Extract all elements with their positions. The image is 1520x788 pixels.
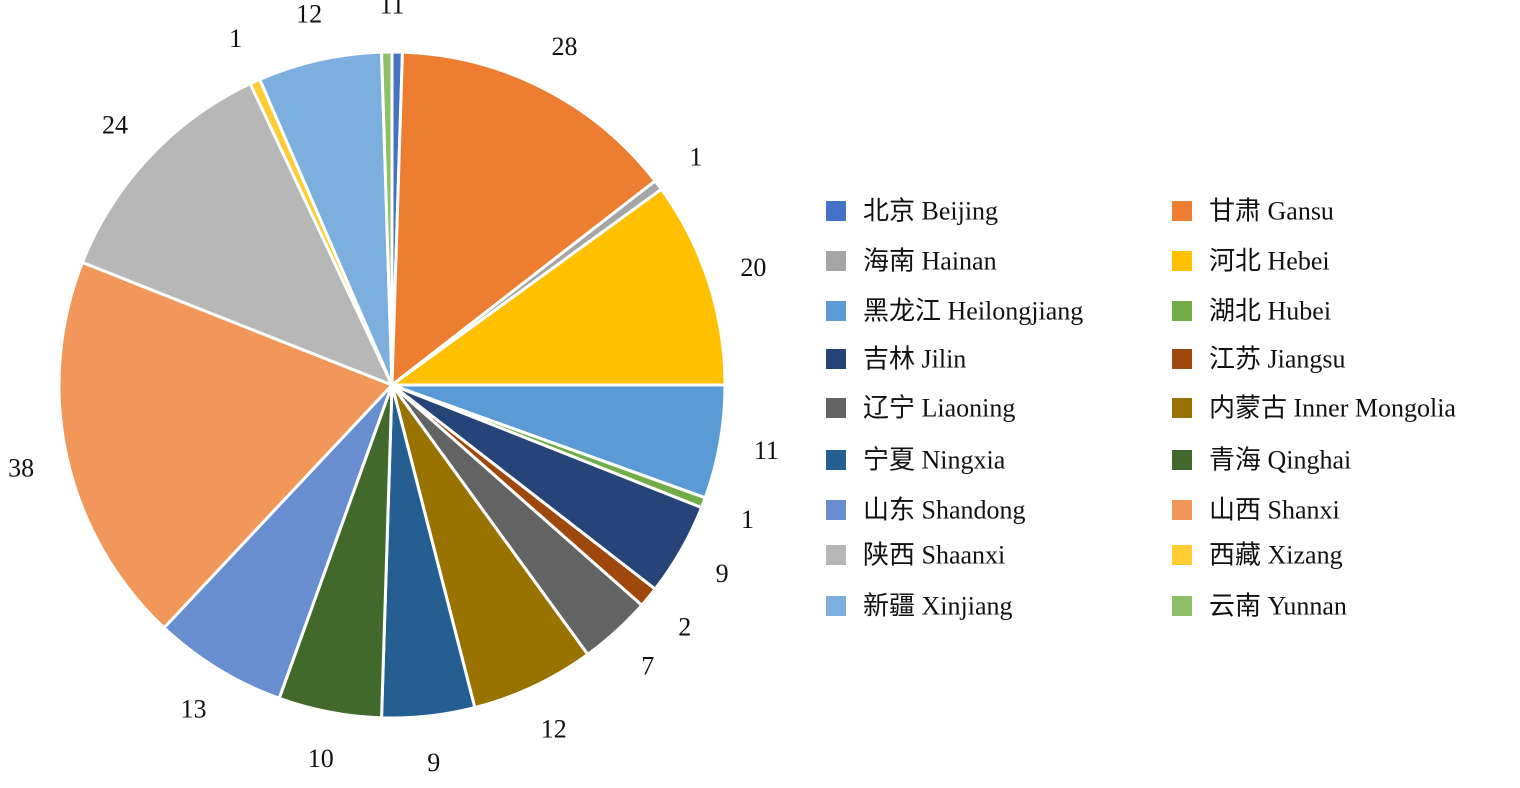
legend-item-yunnan: 云南 Yunnan bbox=[1172, 592, 1347, 621]
legend-swatch bbox=[1172, 500, 1192, 520]
pie-slice-shanxi bbox=[57, 260, 394, 630]
legend-label: 山东 Shandong bbox=[863, 496, 1026, 525]
data-label-shaanxi: 24 bbox=[102, 110, 128, 139]
pie-slice-xinjiang bbox=[258, 50, 394, 387]
legend-label: 陕西 Shaanxi bbox=[863, 541, 1005, 570]
data-label-hebei: 20 bbox=[740, 253, 766, 282]
data-label-jiangsu: 2 bbox=[678, 613, 691, 642]
legend: 北京 Beijing 甘肃 Gansu 海南 Hainan 河北 Hebei 黑龙江 H… bbox=[826, 197, 1456, 621]
legend-label: 北京 Beijing bbox=[863, 197, 998, 226]
data-label-jilin: 9 bbox=[716, 559, 729, 588]
data-label-qinghai: 10 bbox=[308, 744, 334, 773]
legend-item-jilin: 吉林 Jilin bbox=[826, 345, 966, 374]
legend-swatch bbox=[826, 596, 846, 616]
legend-swatch bbox=[826, 545, 846, 565]
pie-slices bbox=[57, 50, 727, 720]
data-label-liaoning: 7 bbox=[641, 652, 654, 681]
legend-item-liaoning: 辽宁 Liaoning bbox=[826, 394, 1015, 423]
legend-item-hubei: 湖北 Hubei bbox=[1172, 297, 1331, 326]
legend-label: 宁夏 Ningxia bbox=[863, 446, 1006, 475]
legend-item-gansu: 甘肃 Gansu bbox=[1172, 197, 1334, 226]
legend-label: 云南 Yunnan bbox=[1209, 592, 1347, 621]
legend-label: 内蒙古 Inner Mongolia bbox=[1209, 394, 1456, 423]
legend-label: 湖北 Hubei bbox=[1209, 297, 1331, 326]
data-label-gansu: 28 bbox=[552, 32, 578, 61]
legend-swatch bbox=[1172, 201, 1192, 221]
legend-label: 青海 Qinghai bbox=[1209, 446, 1351, 475]
legend-swatch bbox=[1172, 349, 1192, 369]
legend-swatch bbox=[1172, 596, 1192, 616]
legend-item-heilongjiang: 黑龙江 Heilongjiang bbox=[826, 297, 1083, 326]
legend-swatch bbox=[826, 349, 846, 369]
legend-item-xizang: 西藏 Xizang bbox=[1172, 541, 1343, 570]
legend-label: 新疆 Xinjiang bbox=[863, 592, 1013, 621]
legend-item-ningxia: 宁夏 Ningxia bbox=[826, 446, 1006, 475]
legend-label: 黑龙江 Heilongjiang bbox=[863, 297, 1083, 326]
legend-item-jiangsu: 江苏 Jiangsu bbox=[1172, 345, 1346, 374]
data-label-hainan: 1 bbox=[689, 142, 702, 171]
legend-item-xinjiang: 新疆 Xinjiang bbox=[826, 592, 1013, 621]
legend-swatch bbox=[1172, 450, 1192, 470]
data-label-beijing: 1 bbox=[391, 0, 404, 20]
legend-item-hebei: 河北 Hebei bbox=[1172, 247, 1330, 276]
data-label-xinjiang: 12 bbox=[296, 0, 322, 29]
pie-slice-gansu bbox=[390, 50, 657, 387]
legend-label: 西藏 Xizang bbox=[1209, 541, 1343, 570]
legend-label: 海南 Hainan bbox=[863, 247, 997, 276]
pie-slice-hebei bbox=[390, 187, 727, 387]
legend-label: 河北 Hebei bbox=[1209, 247, 1330, 276]
data-label-shanxi: 38 bbox=[8, 453, 34, 482]
pie-slice-shaanxi bbox=[80, 82, 394, 387]
legend-label: 吉林 Jilin bbox=[863, 345, 966, 374]
legend-swatch bbox=[1172, 398, 1192, 418]
legend-swatch bbox=[1172, 301, 1192, 321]
legend-swatch bbox=[1172, 251, 1192, 271]
data-label-hubei: 1 bbox=[741, 505, 754, 534]
legend-item-qinghai: 青海 Qinghai bbox=[1172, 446, 1351, 475]
legend-swatch bbox=[826, 251, 846, 271]
data-label-shandong: 13 bbox=[180, 695, 206, 724]
legend-label: 山西 Shanxi bbox=[1209, 496, 1340, 525]
legend-swatch bbox=[826, 201, 846, 221]
pie-slice-inner-mongolia bbox=[390, 383, 590, 710]
legend-item-beijing: 北京 Beijing bbox=[826, 197, 998, 226]
legend-label: 江苏 Jiangsu bbox=[1209, 345, 1346, 374]
legend-label: 甘肃 Gansu bbox=[1209, 197, 1334, 226]
legend-swatch bbox=[826, 450, 846, 470]
pie-slice-shandong bbox=[162, 383, 394, 700]
legend-swatch bbox=[826, 398, 846, 418]
legend-item-shanxi: 山西 Shanxi bbox=[1172, 496, 1340, 525]
legend-swatch bbox=[826, 301, 846, 321]
legend-label: 辽宁 Liaoning bbox=[863, 394, 1015, 423]
data-label-heilongjiang: 11 bbox=[754, 436, 779, 465]
legend-swatch bbox=[826, 500, 846, 520]
legend-item-shandong: 山东 Shandong bbox=[826, 496, 1026, 525]
legend-item-inner-mongolia: 内蒙古 Inner Mongolia bbox=[1172, 394, 1456, 423]
legend-item-shaanxi: 陕西 Shaanxi bbox=[826, 541, 1005, 570]
legend-item-hainan: 海南 Hainan bbox=[826, 247, 997, 276]
data-label-xizang: 1 bbox=[229, 24, 242, 53]
data-label-ningxia: 9 bbox=[427, 748, 440, 777]
pie-slice-yunnan bbox=[380, 50, 394, 387]
legend-swatch bbox=[1172, 545, 1192, 565]
data-label-yunnan: 1 bbox=[380, 0, 393, 20]
data-label-inner-mongolia: 12 bbox=[541, 714, 567, 743]
